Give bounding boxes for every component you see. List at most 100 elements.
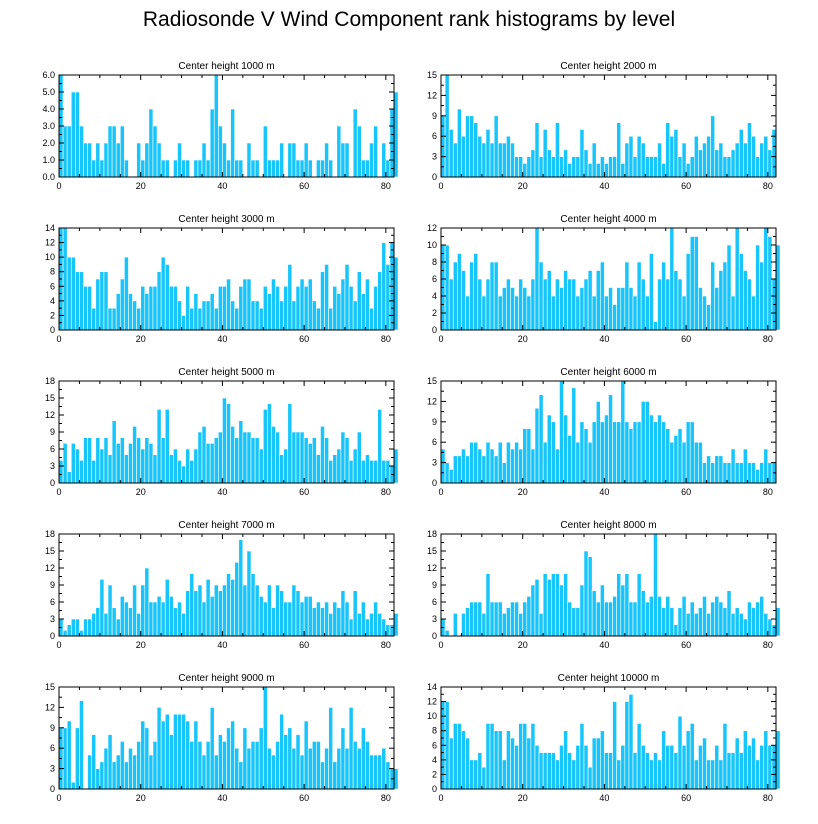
y-tick-label: 2.0 [42, 138, 55, 148]
histogram-bar [685, 253, 691, 331]
y-tick-label: 0 [432, 784, 437, 794]
histogram-bar [213, 754, 219, 790]
histogram-bar [328, 307, 334, 331]
histogram-bar [226, 278, 231, 331]
histogram-bar [279, 590, 284, 637]
histogram-bar [640, 142, 646, 178]
histogram-bar [730, 149, 736, 178]
histogram-bar [70, 443, 76, 484]
histogram-bar [616, 421, 622, 484]
histogram-bar [258, 596, 264, 637]
y-tick-label: 18 [45, 529, 55, 539]
histogram-bar [193, 720, 199, 790]
y-tick-label: 12 [427, 396, 437, 406]
histogram-bar [177, 142, 182, 178]
histogram-bar [747, 601, 752, 637]
histogram-bar [79, 460, 84, 484]
y-tick-label: 0 [50, 478, 55, 488]
histogram-bar [393, 256, 399, 331]
x-tick-label: 40 [599, 487, 609, 497]
histogram-bar [83, 142, 88, 178]
histogram-bar [640, 744, 646, 790]
histogram-bar [514, 156, 519, 178]
histogram-bar [587, 270, 593, 331]
histogram-bar [209, 293, 215, 331]
histogram-bar [222, 397, 227, 484]
histogram-bar [209, 707, 215, 790]
histogram-bar [103, 747, 109, 790]
histogram-bar [657, 414, 662, 484]
histogram-bar [608, 287, 613, 331]
histogram-bar [551, 156, 556, 178]
histogram-bar [452, 723, 458, 790]
histogram-bar [115, 618, 121, 637]
histogram-bar [352, 590, 358, 637]
histogram-bar [344, 601, 350, 637]
histogram-bar [340, 142, 346, 178]
y-tick-label: 3 [50, 461, 55, 471]
histogram-bar [726, 462, 732, 484]
histogram-bar [608, 752, 613, 790]
x-tick-label: 0 [438, 334, 443, 344]
x-tick-label: 80 [763, 487, 773, 497]
y-tick-label: 9 [50, 427, 55, 437]
histogram-bar [169, 734, 174, 790]
histogram-bar [734, 607, 740, 637]
histogram-bar [160, 720, 166, 790]
histogram-bar [681, 596, 687, 637]
histogram-bar [291, 142, 297, 178]
histogram-bar [620, 584, 626, 637]
histogram-bar [616, 287, 622, 331]
histogram-bar [287, 727, 293, 790]
histogram-bar [128, 747, 133, 790]
histogram-bar [473, 601, 479, 637]
histogram-bar [311, 437, 317, 484]
panel-title: Center height 5000 m [178, 367, 274, 378]
y-tick-label: 15 [45, 393, 55, 403]
y-tick-label: 6 [50, 743, 55, 753]
histogram-bar [328, 613, 334, 637]
histogram-bar [526, 295, 532, 331]
histogram-bar [283, 448, 289, 484]
histogram-bar [612, 596, 617, 637]
histogram-bar [132, 584, 137, 637]
histogram-bar [506, 441, 511, 484]
histogram-bar [246, 278, 252, 331]
histogram-bar [75, 448, 80, 484]
histogram-bar [738, 129, 744, 178]
histogram-bar [124, 601, 129, 637]
histogram-bar [279, 300, 284, 331]
y-tick-label: 6 [50, 597, 55, 607]
histogram-bar [734, 462, 740, 484]
histogram-bar [279, 142, 284, 178]
histogram-bar [148, 754, 154, 790]
histogram-bar [559, 584, 564, 637]
histogram-bar [307, 747, 313, 790]
histogram-bar [124, 454, 129, 484]
histogram-bar [649, 414, 654, 484]
histogram-bar [461, 135, 466, 178]
histogram-bar [489, 261, 495, 331]
histogram-bar [530, 448, 536, 484]
histogram-bar [160, 159, 166, 178]
histogram-bar [497, 295, 503, 331]
histogram-bar [665, 428, 671, 484]
histogram-bar [295, 285, 301, 331]
histogram-bar [714, 596, 720, 637]
y-tick-label: 12 [45, 563, 55, 573]
histogram-bar [673, 270, 679, 331]
histogram-bar [493, 115, 499, 178]
y-tick-label: 3 [432, 152, 437, 162]
histogram-bar [649, 596, 654, 637]
histogram-bar [169, 596, 174, 637]
histogram-bar [657, 278, 662, 331]
histogram-bar [373, 125, 378, 178]
histogram-bar [250, 573, 256, 637]
histogram-bar [624, 142, 630, 178]
histogram-bar [661, 421, 666, 484]
histogram-bar [644, 752, 650, 790]
x-tick-label: 80 [763, 334, 773, 344]
x-tick-label: 60 [299, 487, 309, 497]
histogram-bar [481, 295, 487, 331]
histogram-bar [381, 460, 387, 484]
